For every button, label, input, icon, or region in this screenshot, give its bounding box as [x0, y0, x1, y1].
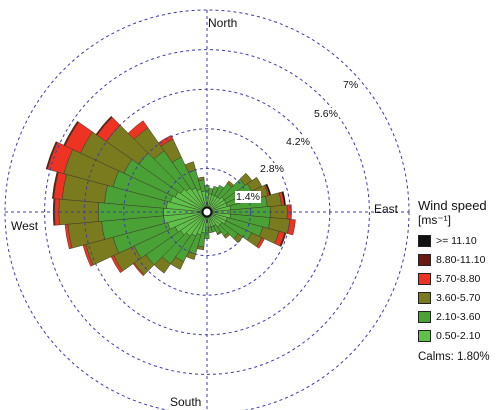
- sector-segment: [256, 237, 265, 249]
- legend-item: 5.70-8.80: [418, 269, 498, 288]
- sector-segment: [127, 120, 149, 140]
- grid-ring: [44, 49, 370, 375]
- ring-label-background: [313, 108, 339, 120]
- ring-label-background: [259, 163, 285, 175]
- ring-label-3: 4.2%: [286, 136, 310, 148]
- sector-segment: [95, 115, 113, 136]
- legend-swatch: [418, 253, 431, 266]
- legend-item: 3.60-5.70: [418, 288, 498, 307]
- legend-swatch: [418, 291, 431, 304]
- legend-swatch: [418, 234, 431, 247]
- sector-segment: [233, 233, 244, 244]
- legend-label: 5.70-8.80: [436, 272, 481, 285]
- legend-item: >= 11.10: [418, 231, 498, 250]
- grid-labels: 1.4% 2.8% 4.2% 5.6% 7% North East South …: [11, 16, 399, 409]
- sector-segment: [204, 185, 210, 192]
- sector-segment: [216, 231, 222, 236]
- legend-unit: [ms⁻¹]: [418, 213, 451, 227]
- ring-label-background: [285, 136, 311, 148]
- ring-label-4: 5.6%: [314, 108, 338, 120]
- calms-label: Calms: 1.80%: [418, 351, 490, 363]
- ring-label-background: [235, 191, 261, 203]
- legend-label: 3.60-5.70: [436, 291, 481, 304]
- ring-label-background: [342, 79, 360, 91]
- direction-label-south: South: [170, 395, 201, 409]
- direction-label-north: North: [208, 16, 237, 30]
- legend-item: 0.50-2.10: [418, 326, 498, 345]
- legend-swatch: [418, 310, 431, 323]
- legend-title: Wind speed: [418, 198, 487, 213]
- legend-label: 2.10-3.60: [436, 310, 481, 323]
- grid-ring: [123, 128, 291, 296]
- ring-label-1: 1.4%: [236, 191, 260, 203]
- polar-grid: [4, 9, 410, 410]
- sector-segment: [279, 232, 287, 247]
- sector-segment: [63, 120, 79, 147]
- sector-segment: [158, 134, 174, 147]
- sector-segment: [269, 204, 288, 220]
- sector-segment: [45, 141, 58, 170]
- legend-item: 8.80-11.10: [418, 250, 498, 269]
- calm-centre-marker: [201, 206, 213, 218]
- legend: Wind speed [ms⁻¹] >= 11.10 8.80-11.10 5.…: [418, 198, 498, 363]
- legend-label: >= 11.10: [436, 234, 477, 247]
- legend-item: 2.10-3.60: [418, 307, 498, 326]
- ring-label-2: 2.8%: [260, 163, 284, 175]
- sector-segment: [223, 232, 231, 239]
- legend-swatch: [418, 272, 431, 285]
- direction-label-west: West: [11, 219, 39, 233]
- legend-label: 0.50-2.10: [436, 329, 481, 342]
- sector-segment: [197, 176, 205, 182]
- legend-swatch: [418, 329, 431, 342]
- ring-label-5: 7%: [343, 79, 358, 91]
- direction-label-east: East: [374, 202, 399, 216]
- legend-label: 8.80-11.10: [436, 253, 486, 266]
